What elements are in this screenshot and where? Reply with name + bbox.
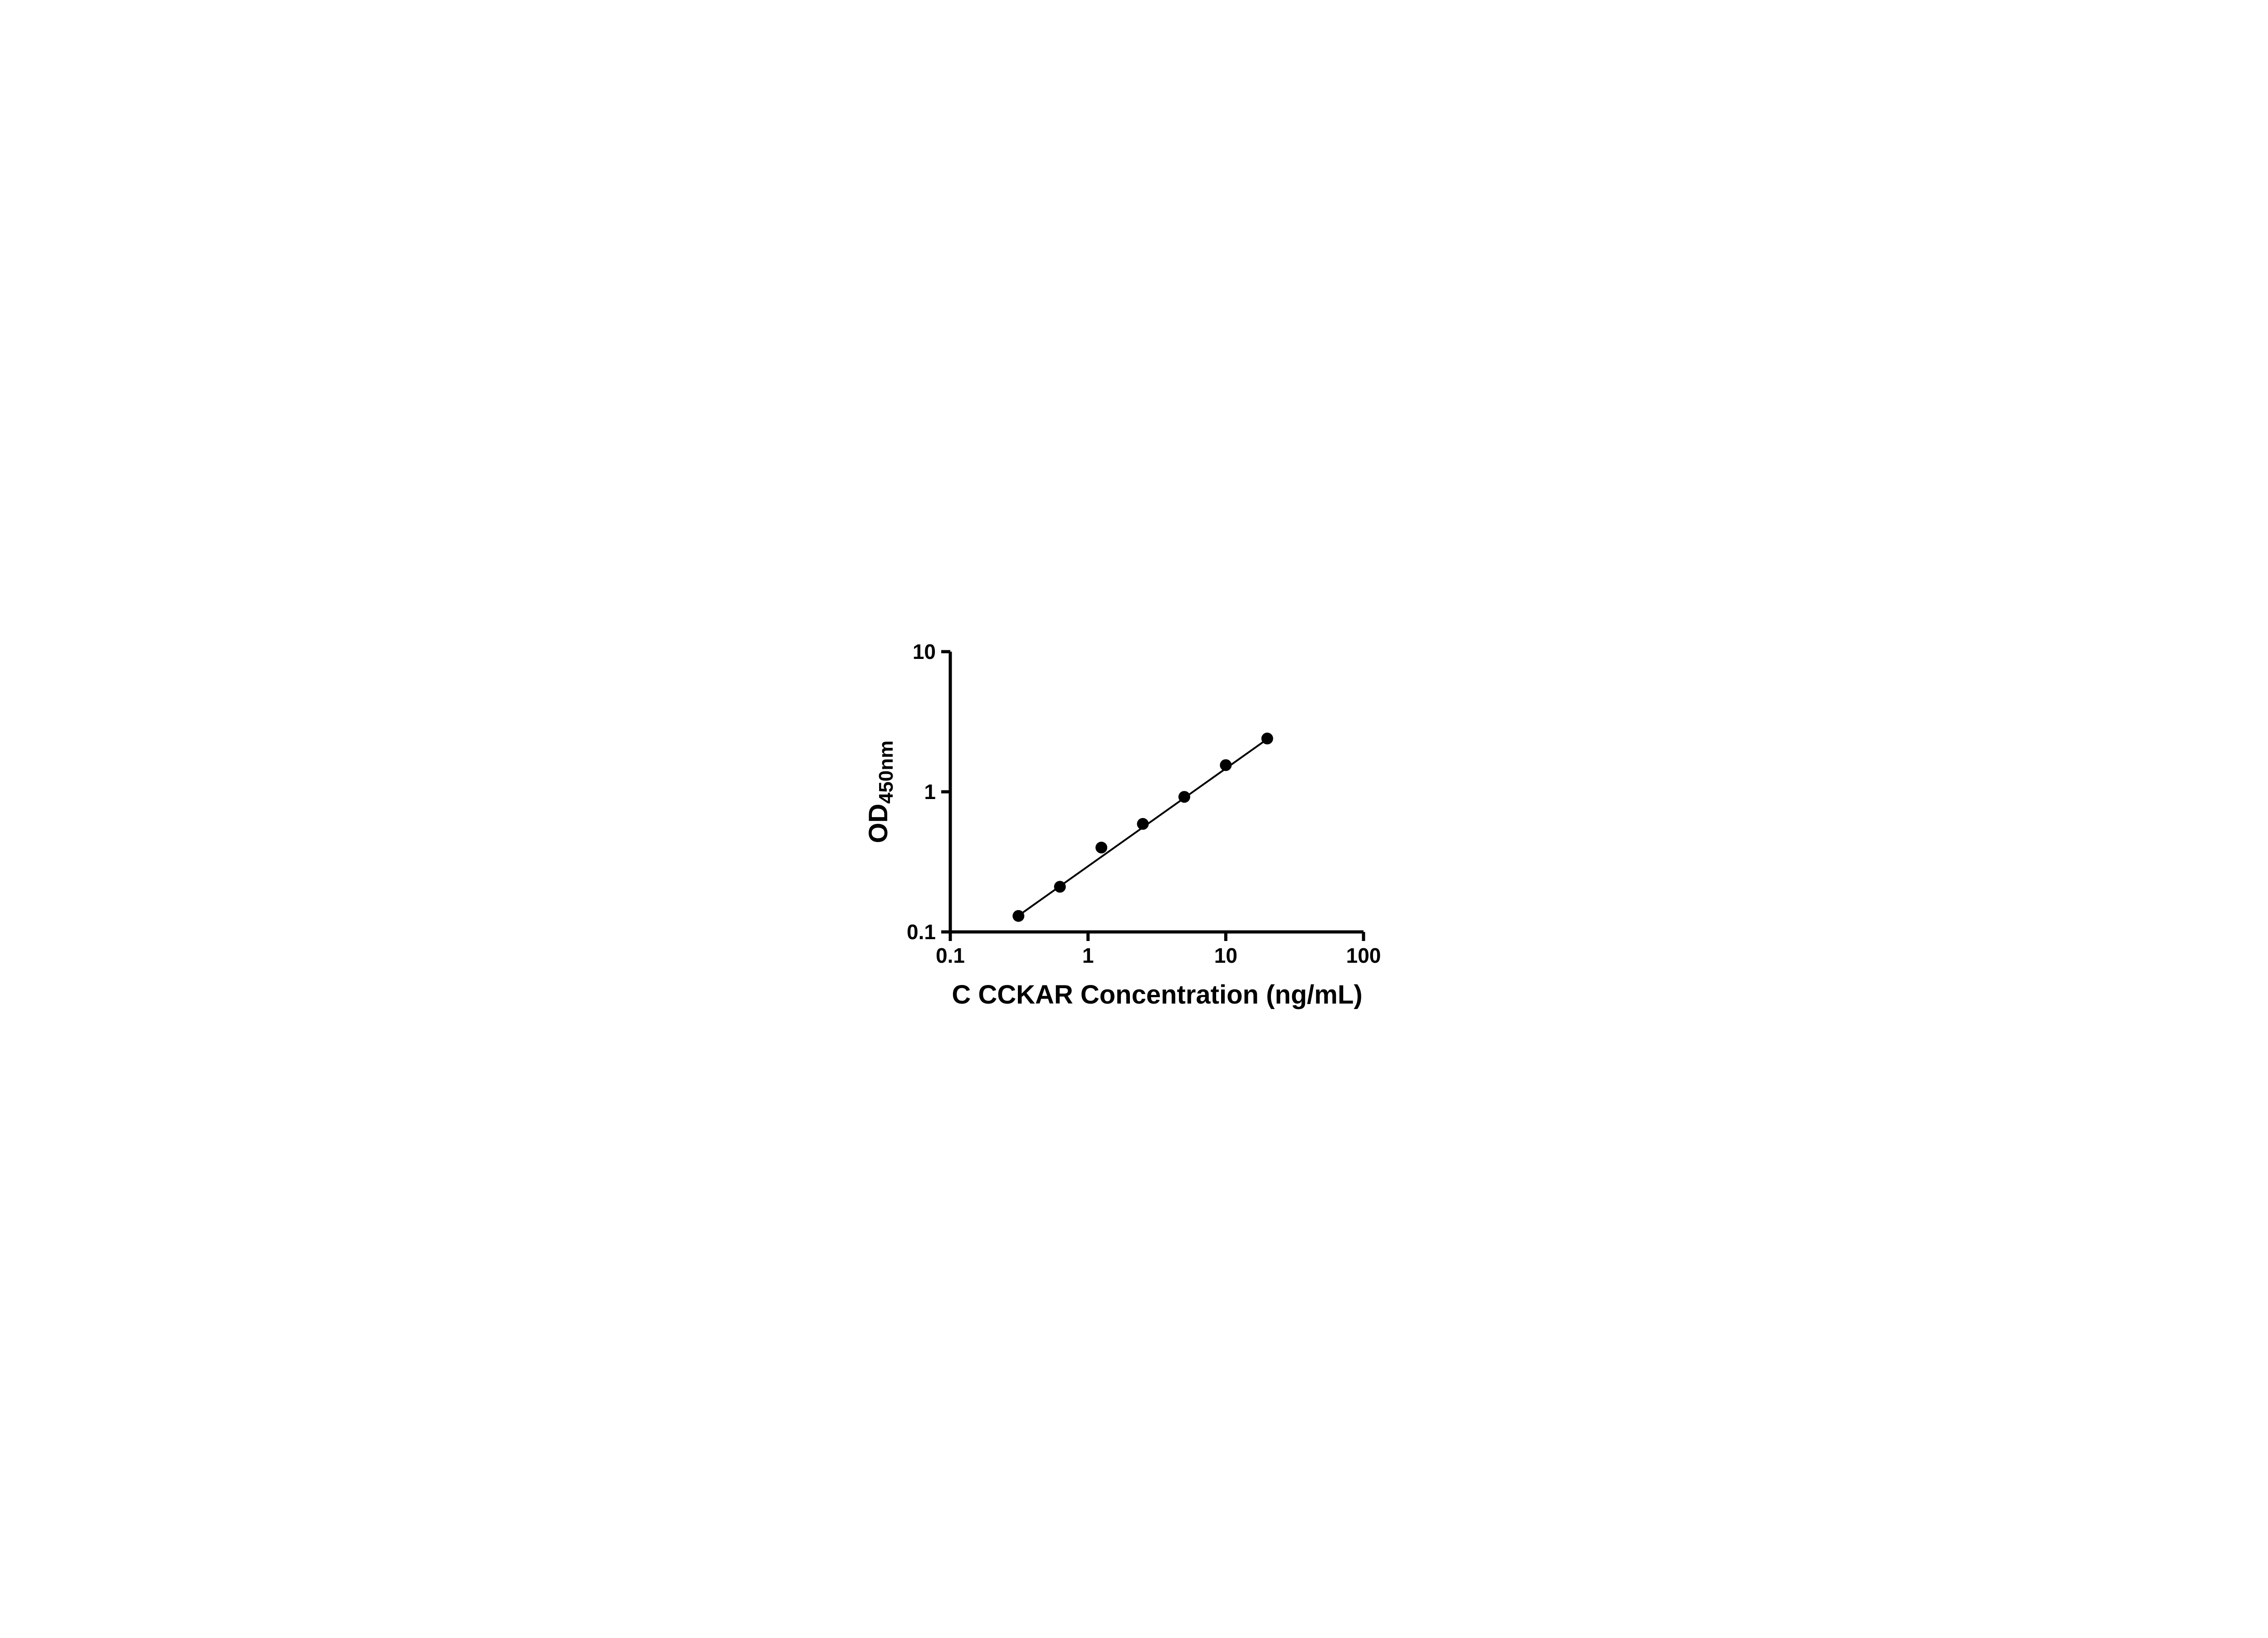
data-point — [1054, 880, 1066, 892]
y-axis-title-subscript: 450nm — [875, 740, 897, 803]
data-point — [1012, 910, 1025, 922]
chart-canvas: 0.1 1 10 100 0.1 1 10 C CCKAR Concentration (n… — [864, 640, 1381, 1009]
x-axis-title: C CCKAR Concentration (ng/mL) — [952, 980, 1362, 1009]
y-axis-title-main: OD — [864, 804, 893, 843]
x-tick-label: 1 — [1082, 944, 1094, 967]
x-tick-label: 10 — [1214, 944, 1237, 967]
tick-labels: 0.1 1 10 100 0.1 1 10 — [907, 640, 1381, 967]
data-point — [1220, 759, 1232, 771]
y-tick-label: 0.1 — [907, 920, 936, 944]
axis-ticks — [941, 650, 1365, 941]
data-point — [1095, 841, 1108, 853]
y-tick-label: 1 — [924, 780, 936, 804]
standard-curve-figure: 0.1 1 10 100 0.1 1 10 C CCKAR Concentration (n… — [847, 614, 1421, 1024]
data-points — [1012, 732, 1273, 922]
data-point — [1178, 790, 1190, 803]
y-axis-title: OD450nm — [864, 740, 897, 843]
axis-line — [948, 651, 1364, 933]
data-point — [1261, 732, 1273, 745]
y-tick-label: 10 — [913, 640, 936, 663]
x-tick-label: 100 — [1346, 944, 1381, 967]
data-point — [1137, 818, 1149, 830]
x-tick-label: 0.1 — [936, 944, 965, 967]
axes — [948, 651, 1364, 933]
